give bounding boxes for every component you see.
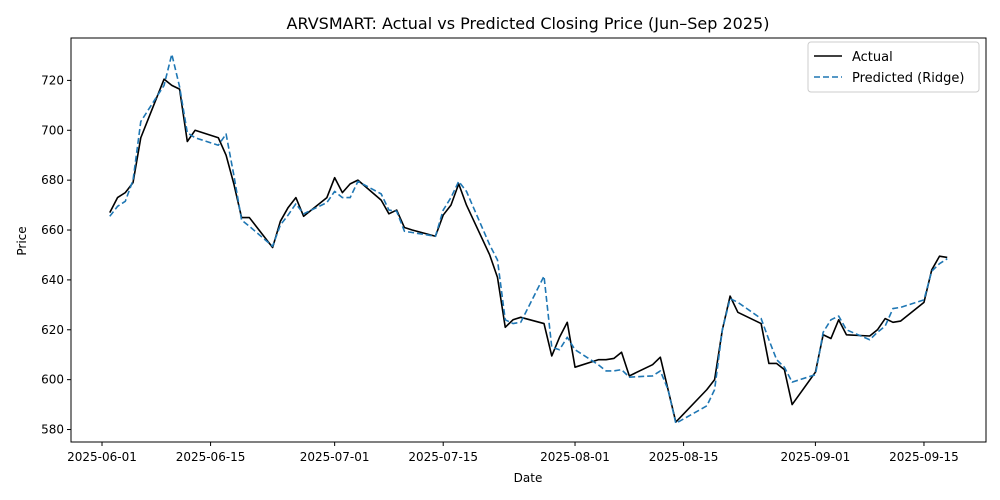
chart-title: ARVSMART: Actual vs Predicted Closing Pr… [287,14,770,33]
y-axis: 580 600 620 640 660 680 700 720 [41,73,71,437]
x-tick-label: 2025-09-15 [889,450,959,464]
x-tick-label: 2025-06-15 [176,450,246,464]
y-tick-label: 620 [41,323,64,337]
x-tick-label: 2025-08-01 [540,450,610,464]
legend-label-actual: Actual [852,50,893,65]
y-tick-label: 660 [41,223,64,237]
legend: Actual Predicted (Ridge) [807,41,980,93]
y-tick-label: 580 [41,423,64,437]
x-tick-label: 2025-08-15 [649,450,719,464]
y-tick-label: 640 [41,273,64,287]
series-layer [109,53,948,425]
series-line-predicted [109,53,948,425]
x-axis: 2025-06-01 2025-06-15 2025-07-01 2025-07-15… [67,442,959,464]
y-axis-label: Price [15,226,29,255]
x-axis-label: Date [514,471,543,485]
y-tick-label: 600 [41,373,64,387]
x-tick-label: 2025-07-01 [300,450,370,464]
series-line-actual [109,78,948,423]
plot-frame [70,37,987,443]
legend-label-predicted: Predicted (Ridge) [852,71,964,86]
plot-area: 2025-06-01 2025-06-15 2025-07-01 2025-07-15… [41,37,987,464]
x-tick-label: 2025-07-15 [408,450,478,464]
y-tick-label: 720 [41,73,64,87]
legend-box [807,41,980,93]
y-tick-label: 700 [41,123,64,137]
x-tick-label: 2025-06-01 [67,450,137,464]
y-tick-label: 680 [41,173,64,187]
x-tick-label: 2025-09-01 [781,450,851,464]
